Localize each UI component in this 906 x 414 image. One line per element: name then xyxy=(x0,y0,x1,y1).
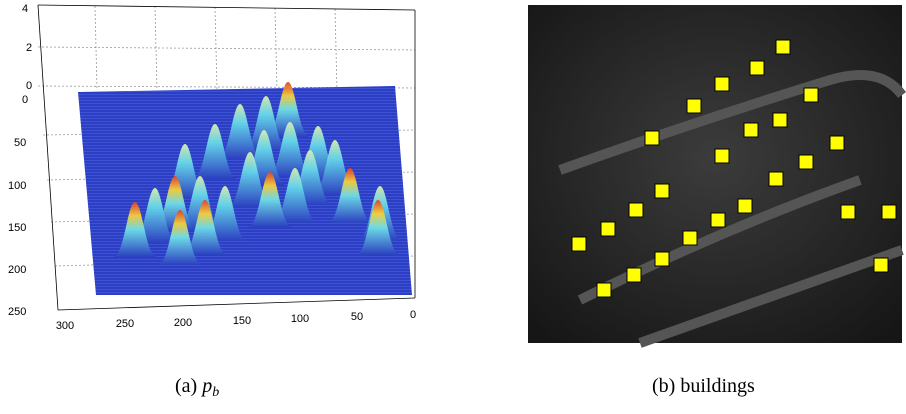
peak xyxy=(356,200,400,255)
building-marker xyxy=(710,212,726,228)
y-tick-label: 100 xyxy=(8,180,26,192)
building-marker xyxy=(600,221,616,237)
peak xyxy=(183,200,227,255)
building-marker xyxy=(737,198,753,214)
peak xyxy=(193,124,237,179)
building-marker xyxy=(714,148,730,164)
peak xyxy=(218,104,262,159)
caption-b: (b) buildings xyxy=(652,375,755,397)
aerial-image xyxy=(528,5,906,348)
building-marker xyxy=(829,135,845,151)
z-tick-label: 2 xyxy=(26,42,32,54)
building-markers xyxy=(571,39,897,298)
peak xyxy=(266,82,310,137)
building-marker xyxy=(686,98,702,114)
building-marker xyxy=(626,267,642,283)
caption-label: (a) xyxy=(175,375,197,397)
peak xyxy=(113,202,157,257)
caption-text: buildings xyxy=(680,375,755,397)
building-marker xyxy=(749,60,765,76)
peak xyxy=(228,152,272,207)
building-marker xyxy=(628,202,644,218)
building-marker xyxy=(798,154,814,170)
x-tick-label: 150 xyxy=(233,315,251,327)
peak xyxy=(248,172,292,227)
building-marker xyxy=(803,87,819,103)
building-marker xyxy=(682,230,698,246)
x-tick-label: 50 xyxy=(351,311,363,323)
building-marker xyxy=(654,183,670,199)
building-marker xyxy=(775,39,791,55)
building-marker xyxy=(654,251,670,267)
y-tick-label: 0 xyxy=(22,94,28,106)
x-tick-label: 0 xyxy=(410,309,416,321)
x-tick-label: 100 xyxy=(291,313,309,325)
x-tick-label: 200 xyxy=(174,317,192,329)
caption-label: (b) xyxy=(652,375,675,397)
building-marker xyxy=(772,112,788,128)
caption-subscript: b xyxy=(212,385,219,400)
z-tick-label: 0 xyxy=(26,80,32,92)
building-marker xyxy=(873,257,889,273)
building-marker xyxy=(768,171,784,187)
peak xyxy=(328,168,372,223)
building-marker xyxy=(571,236,587,252)
building-marker xyxy=(714,76,730,92)
caption-symbol: p xyxy=(200,375,212,397)
z-tick-label: 4 xyxy=(22,3,28,15)
roads xyxy=(558,70,906,348)
peak xyxy=(268,122,312,177)
y-tick-label: 200 xyxy=(8,264,26,276)
building-marker xyxy=(644,130,660,146)
y-tick-label: 50 xyxy=(14,137,26,149)
peak xyxy=(158,210,202,265)
y-tick-label: 250 xyxy=(8,306,26,318)
building-marker xyxy=(743,122,759,138)
peak xyxy=(244,96,288,151)
building-marker xyxy=(881,204,897,220)
building-marker xyxy=(840,204,856,220)
x-tick-label: 300 xyxy=(56,320,74,332)
surface-peaks xyxy=(113,82,402,265)
peak xyxy=(273,168,317,223)
axes-box xyxy=(37,4,416,311)
caption-a: (a) pb xyxy=(175,375,219,400)
y-tick-label: 150 xyxy=(8,222,26,234)
building-marker xyxy=(596,282,612,298)
image-background xyxy=(528,5,902,343)
x-tick-label: 250 xyxy=(116,318,134,330)
